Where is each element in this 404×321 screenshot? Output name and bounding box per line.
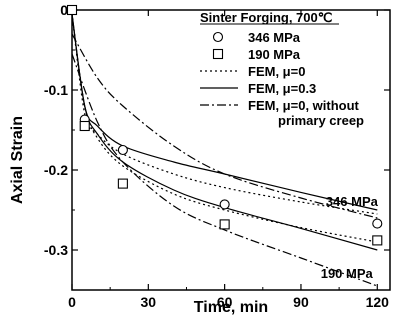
data-point-circle-2 xyxy=(117,144,128,156)
legend-label-2: FEM, μ=0 xyxy=(248,64,305,79)
y-tick-label-1: -0.1 xyxy=(44,82,68,98)
series-line-solid-3 xyxy=(72,13,378,251)
data-point-square-4 xyxy=(372,235,383,246)
data-point-square-2 xyxy=(117,178,128,189)
data-point-circle-4 xyxy=(372,218,383,229)
legend-symbol-circle xyxy=(212,31,224,43)
legend-label-3: FEM, μ=0.3 xyxy=(248,81,316,96)
y-tick-label-2: -0.2 xyxy=(44,162,68,178)
legend-label-4-line2: primary creep xyxy=(278,113,364,128)
plot-frame xyxy=(71,9,391,291)
data-point-square-1 xyxy=(79,120,90,132)
data-point-square-0 xyxy=(66,4,78,16)
x-tick-label-0: 0 xyxy=(68,294,76,310)
annotation-0: 346 MPa xyxy=(326,194,379,209)
y-axis-title: Axial Strain xyxy=(9,116,26,204)
legend-label-4: FEM, μ=0, without xyxy=(248,98,360,113)
data-point-square-3 xyxy=(219,219,230,230)
legend-label-1: 190 MPa xyxy=(248,47,301,62)
x-tick-label-3: 90 xyxy=(293,294,309,310)
series-line-dashdot-4 xyxy=(72,33,378,219)
x-axis-title: Time, min xyxy=(194,299,268,316)
x-tick-label-4: 120 xyxy=(366,294,390,310)
series-lines xyxy=(72,13,378,287)
x-tick-label-2: 60 xyxy=(217,294,233,310)
legend-symbol-square xyxy=(212,48,224,60)
x-tick-label-1: 30 xyxy=(141,294,157,310)
legend-title: Sinter Forging, 700℃ xyxy=(200,10,332,25)
series-line-dashdot-5 xyxy=(72,53,378,287)
data-point-circle-3 xyxy=(219,199,230,210)
legend-label-0: 346 MPa xyxy=(248,30,301,45)
y-tick-label-0: 0 xyxy=(60,2,68,18)
annotation-1: 190 MPa xyxy=(321,266,374,281)
series-line-dotted-0 xyxy=(72,13,378,215)
y-tick-label-3: -0.3 xyxy=(44,242,68,258)
